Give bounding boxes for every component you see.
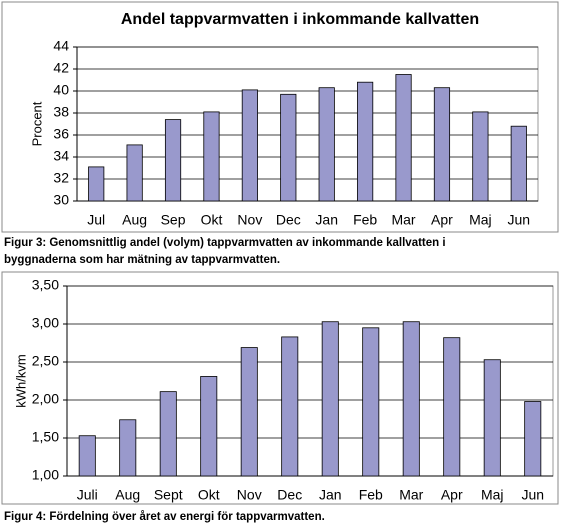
x-tick-label: Juli [77, 487, 98, 503]
x-tick-label: Sept [154, 487, 183, 503]
bar [200, 376, 218, 477]
plot-area [76, 46, 539, 202]
x-tick-label: Maj [481, 487, 504, 503]
x-tick-label: Nov [237, 487, 262, 503]
x-tick-label: Mar [399, 487, 423, 503]
y-tick-label: 3,00 [32, 315, 59, 331]
x-tick-label: Aug [115, 487, 140, 503]
y-axis-label: kWh/kvm [13, 354, 28, 407]
caption: byggnaderna som har mätning av tappvarmv… [4, 254, 280, 266]
y-tick-label: 40 [53, 82, 69, 98]
bar [164, 119, 182, 202]
bar [321, 321, 339, 477]
bar [483, 359, 501, 477]
bar [280, 93, 297, 202]
bar [524, 401, 542, 477]
y-tick-label: 2,50 [32, 353, 59, 369]
bar [126, 144, 143, 202]
x-tick-label: Jan [315, 212, 338, 228]
bar [119, 419, 137, 477]
bar [395, 74, 412, 202]
bar [362, 327, 380, 477]
y-tick-label: 36 [53, 126, 69, 142]
x-tick-label: Okt [198, 487, 220, 503]
x-tick-label: Apr [441, 487, 463, 503]
caption: Figur 4: Fördelning över året av energi … [4, 511, 325, 523]
y-tick-label: 38 [53, 104, 69, 120]
x-tick-label: Feb [359, 487, 383, 503]
x-tick-label: Jun [521, 487, 544, 503]
x-tick-label: Mar [391, 212, 415, 228]
y-tick-label: 1,50 [32, 429, 59, 445]
x-tick-label: Okt [201, 212, 223, 228]
y-tick-label: 44 [53, 38, 69, 54]
y-tick-label: 34 [53, 148, 69, 164]
bar [78, 435, 96, 477]
x-tick-label: Dec [276, 212, 301, 228]
chart-title: Andel tappvarmvatten i inkommande kallva… [121, 11, 479, 28]
x-tick-label: Jan [319, 487, 342, 503]
y-tick-label: 30 [53, 192, 69, 208]
x-tick-label: Jun [508, 212, 531, 228]
bar [203, 111, 220, 202]
bar [402, 321, 420, 477]
x-tick-label: Aug [122, 212, 147, 228]
y-tick-label: 1,00 [32, 467, 59, 483]
bar [472, 111, 489, 202]
bar [241, 89, 258, 202]
bar [159, 391, 177, 477]
bar [318, 87, 335, 202]
y-tick-label: 32 [53, 170, 69, 186]
bar [433, 87, 451, 202]
caption: Figur 3: Genomsnittlig andel (volym) tap… [4, 237, 446, 249]
bar [240, 347, 258, 477]
plot-area [66, 285, 554, 477]
y-tick-label: 2,00 [32, 391, 59, 407]
x-tick-label: Maj [469, 212, 492, 228]
x-tick-label: Apr [431, 212, 453, 228]
y-tick-label: 3,50 [32, 277, 59, 293]
x-tick-label: Nov [237, 212, 262, 228]
x-tick-label: Jul [87, 212, 105, 228]
y-axis-label: Procent [29, 101, 44, 146]
x-tick-label: Dec [277, 487, 302, 503]
y-tick-label: 42 [53, 60, 69, 76]
bar [281, 336, 299, 477]
bar [443, 337, 461, 477]
bar [510, 125, 527, 202]
bar [88, 166, 105, 202]
x-tick-label: Feb [353, 212, 377, 228]
bar [357, 81, 374, 202]
x-tick-label: Sep [161, 212, 186, 228]
